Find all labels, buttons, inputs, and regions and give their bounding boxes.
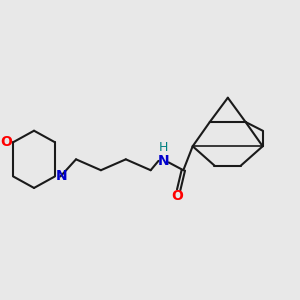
Text: H: H — [158, 141, 168, 154]
Text: O: O — [0, 135, 12, 149]
Text: N: N — [56, 169, 68, 183]
Text: O: O — [171, 189, 183, 203]
Text: N: N — [157, 154, 169, 168]
